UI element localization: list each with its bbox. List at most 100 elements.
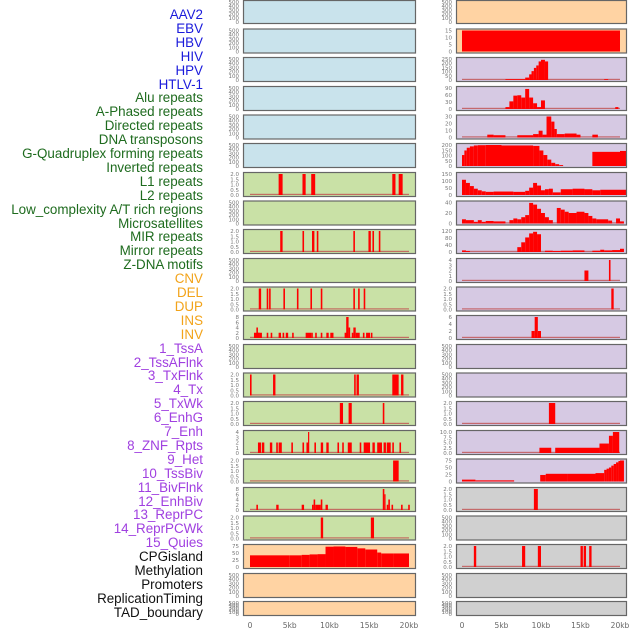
data-bar — [477, 145, 486, 166]
panel-left-10: 2.01.51.00.50.0 — [230, 286, 417, 314]
track-label: MIR repeats — [130, 229, 203, 245]
data-bar — [325, 546, 334, 567]
y-tick-label: 2.0 — [230, 229, 239, 235]
data-bar — [517, 135, 534, 138]
y-tick-label: 100 — [442, 70, 453, 76]
data-bar — [250, 374, 252, 396]
panel-background — [243, 143, 416, 168]
data-bar — [368, 231, 371, 252]
panel-frame — [242, 600, 417, 617]
data-bar — [378, 231, 381, 252]
panel-background — [243, 286, 416, 312]
y-tick-label: 0 — [236, 365, 240, 371]
y-tick-label: 100 — [229, 590, 240, 596]
data-bar — [257, 332, 260, 338]
y-tick-label: 400 — [442, 348, 453, 354]
track-label: L2 repeats — [139, 187, 203, 203]
data-bar — [357, 548, 366, 567]
data-bar — [477, 220, 482, 224]
data-bar — [282, 332, 285, 338]
data-bar — [583, 546, 587, 567]
track-label: Methylation — [134, 563, 203, 578]
y-tick-label: 2.0 — [443, 287, 452, 293]
y-tick-label: 500 — [229, 601, 240, 607]
track-label: 7_Enh — [164, 424, 203, 439]
panel-frame — [242, 400, 417, 427]
data-bar — [381, 553, 394, 567]
y-tick-label: 200 — [229, 357, 240, 363]
data-bar — [485, 191, 494, 195]
y-tick-label: 0.5 — [230, 245, 239, 251]
panel-left-6: 2.01.51.00.50.0 — [230, 171, 417, 199]
data-bar — [595, 473, 605, 482]
panel-left-14: 2.01.51.00.50.0 — [230, 400, 417, 428]
y-tick-label: 500 — [442, 601, 453, 607]
y-tick-label: 1.5 — [230, 406, 239, 412]
data-bar — [544, 189, 549, 195]
panel-background — [456, 401, 627, 426]
y-tick-label: 50 — [445, 74, 452, 80]
panel-frame — [455, 114, 628, 140]
data-bar — [592, 250, 601, 252]
data-bar — [278, 442, 282, 453]
data-bar — [529, 97, 534, 109]
y-tick-label: 1.0 — [443, 412, 452, 418]
panel-background — [456, 372, 627, 398]
track-label: 6_EnhG — [153, 410, 203, 426]
panel-frame — [242, 515, 417, 541]
track-label: 14_ReprPCWk — [113, 521, 203, 537]
y-tick-label: 2 — [236, 503, 240, 509]
track-label: 9_Het — [167, 451, 203, 467]
panel-background — [456, 315, 627, 340]
track-label: AAV2 — [169, 7, 203, 22]
y-tick-label: 500 — [229, 201, 240, 207]
y-tick-label: 1.5 — [443, 406, 452, 412]
panel-frame — [242, 56, 417, 83]
y-tick-label: 400 — [229, 61, 240, 67]
data-bar — [384, 494, 386, 510]
data-bar — [542, 134, 547, 138]
panel-background — [243, 401, 416, 426]
y-tick-label: 0 — [449, 336, 453, 342]
y-tick-label: 0 — [236, 508, 240, 514]
data-bar — [554, 128, 557, 138]
panel-frame — [242, 343, 417, 370]
y-tick-label: 10 — [445, 129, 452, 135]
panel-frame — [242, 257, 417, 284]
y-tick-label: 200 — [442, 357, 453, 363]
data-bar — [320, 499, 323, 510]
y-tick-label: 0.0 — [230, 480, 239, 486]
y-tick-label: 100 — [229, 74, 240, 80]
panel-frame — [455, 429, 628, 456]
baseline — [250, 480, 409, 482]
data-bar — [539, 150, 544, 166]
y-tick-label: 100 — [229, 16, 240, 22]
data-bar — [377, 442, 382, 453]
data-bar — [473, 145, 478, 166]
data-bar — [302, 442, 305, 453]
data-bar — [481, 221, 486, 224]
data-bar — [359, 442, 362, 453]
data-bar — [475, 480, 515, 482]
data-bar — [537, 331, 541, 338]
data-bar — [317, 554, 326, 567]
data-bar — [485, 145, 502, 166]
data-bar — [616, 462, 619, 482]
x-tick-label: 0 — [248, 621, 253, 630]
data-bar — [525, 215, 530, 224]
y-tick-label: 300 — [442, 352, 453, 358]
data-bar — [537, 185, 541, 195]
y-tick-label: 2.0 — [443, 544, 452, 550]
x-tick-label: 5kb — [283, 621, 297, 630]
panel-background — [243, 0, 416, 24]
data-bar — [392, 374, 399, 396]
data-bar — [366, 332, 371, 338]
y-tick-label: 0.5 — [230, 531, 239, 537]
y-tick-label: 2 — [236, 331, 240, 337]
data-bar — [493, 191, 514, 195]
y-tick-label: 100 — [442, 532, 453, 538]
